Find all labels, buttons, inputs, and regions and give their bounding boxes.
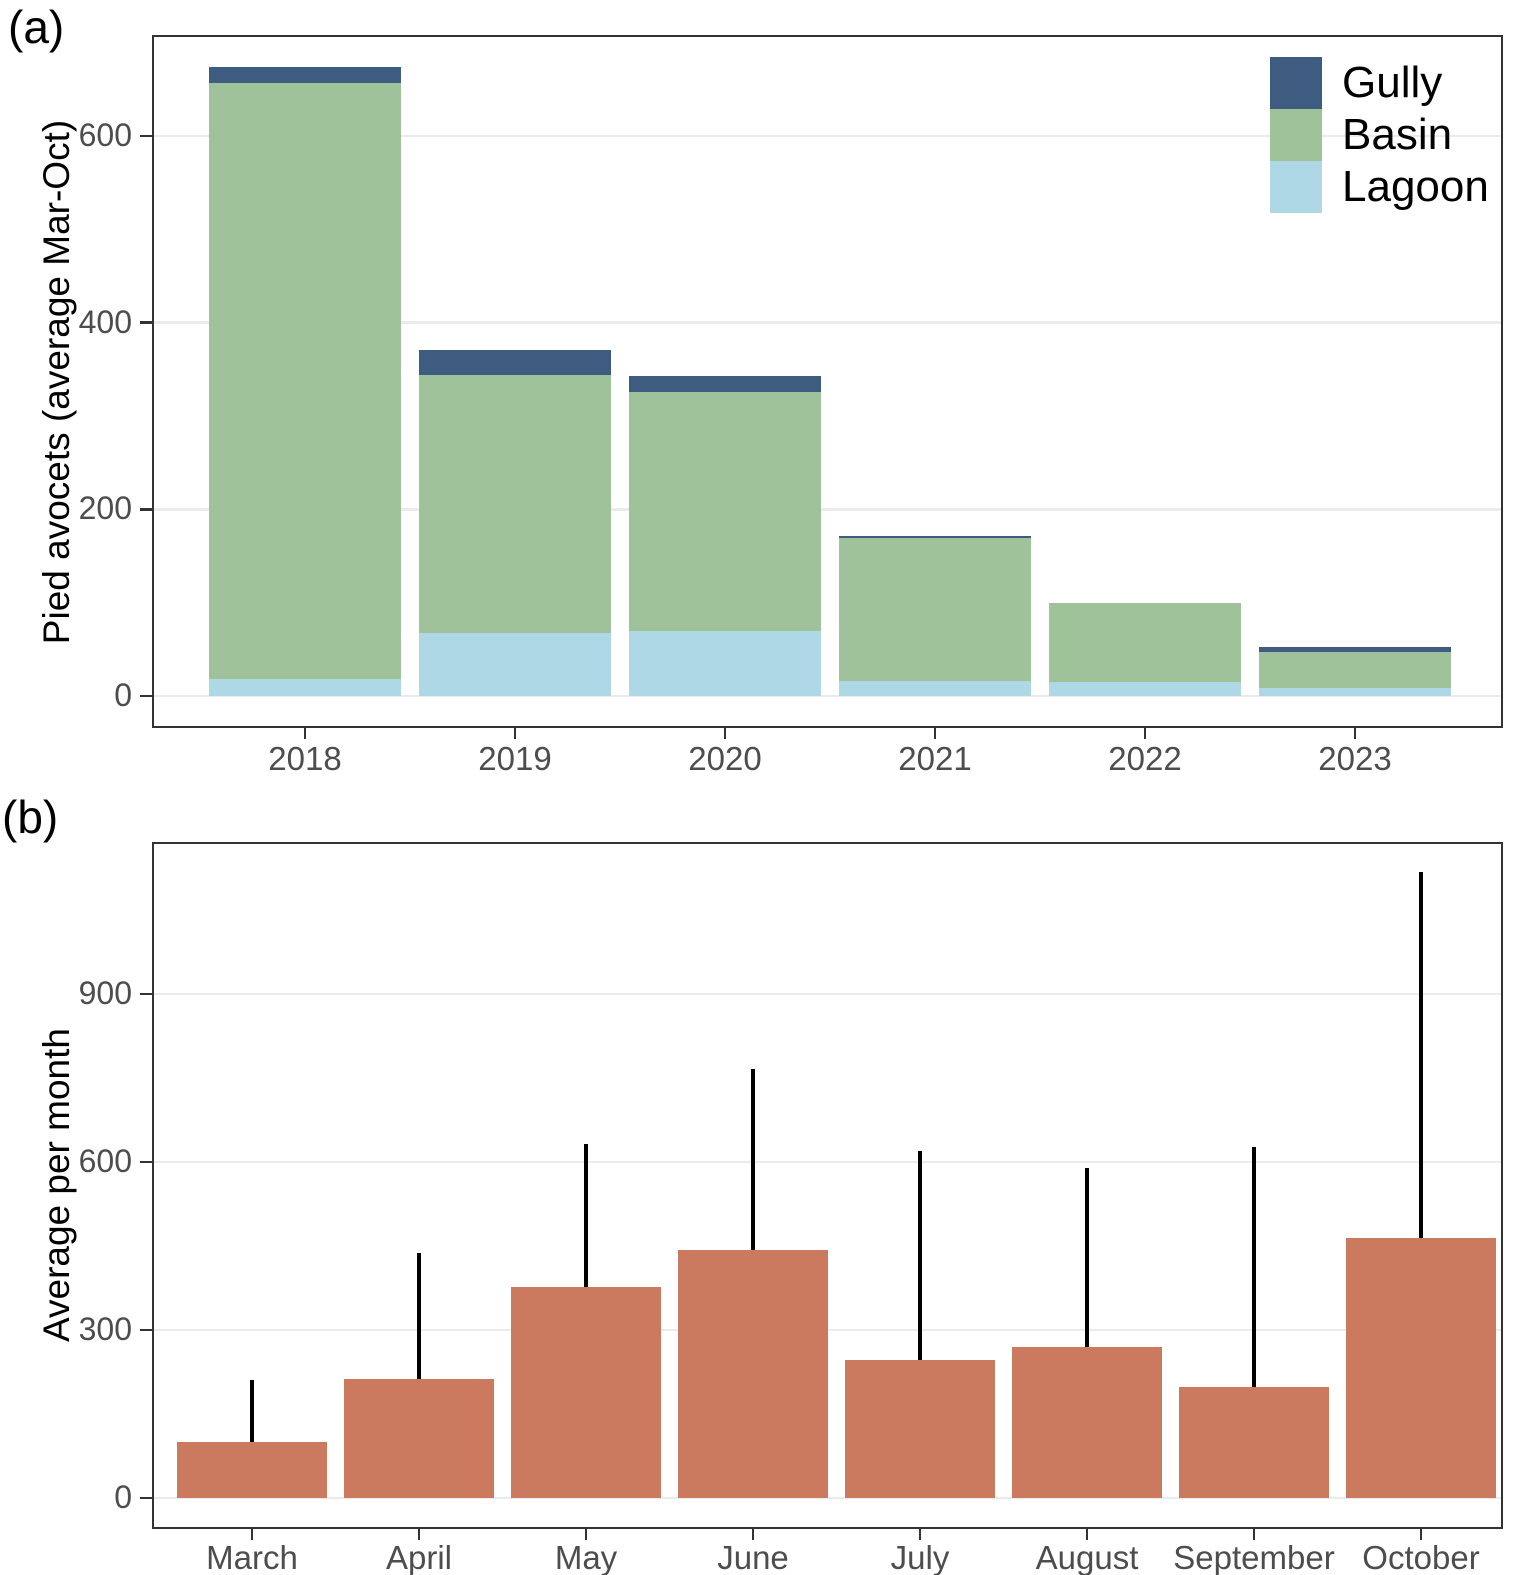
y-tick-mark	[140, 134, 152, 138]
x-tick-mark	[250, 1529, 254, 1540]
y-tick-mark	[140, 508, 152, 511]
x-tick-mark	[584, 1529, 588, 1540]
y-tick-mark	[140, 992, 152, 996]
x-tick-label-2019: 2019	[478, 740, 552, 777]
y-tick-mark	[140, 1160, 152, 1164]
bar-2019-gully	[419, 349, 611, 375]
bar-august	[1012, 1346, 1162, 1498]
x-tick-mark	[1143, 728, 1147, 739]
panel-b-label: (b)	[2, 791, 59, 843]
y-tick-mark	[140, 1496, 152, 1500]
y-tick-label-600: 600	[78, 1143, 132, 1179]
gridline	[154, 694, 1501, 698]
error-bar-march	[250, 1379, 254, 1442]
x-tick-label-may: May	[554, 1539, 618, 1575]
legend-label-lagoon: Lagoon	[1342, 162, 1489, 211]
error-bar-august	[1085, 1168, 1089, 1347]
legend: Gully Basin Lagoon	[1270, 57, 1489, 213]
y-tick-label-200: 200	[78, 490, 132, 527]
gridline	[154, 134, 1501, 138]
x-tick-mark	[417, 1529, 421, 1540]
x-tick-label-august: August	[1035, 1539, 1139, 1575]
x-tick-label-april: April	[385, 1539, 453, 1575]
x-tick-mark	[1419, 1529, 1423, 1540]
legend-swatch-lagoon	[1270, 161, 1322, 213]
y-tick-mark	[140, 321, 152, 324]
error-bar-may	[584, 1144, 588, 1287]
y-tick-mark	[140, 694, 152, 698]
x-tick-mark	[1252, 1529, 1256, 1540]
gridline	[154, 321, 1501, 324]
x-tick-mark	[303, 728, 307, 739]
legend-swatch-gully	[1270, 57, 1322, 109]
error-bar-september	[1252, 1146, 1256, 1388]
bar-2023-basin	[1259, 652, 1451, 688]
x-tick-label-june: June	[717, 1539, 789, 1575]
gridline	[154, 992, 1501, 996]
legend-item-basin: Basin	[1270, 109, 1489, 161]
legend-label-gully: Gully	[1342, 58, 1443, 107]
bar-2020-gully	[629, 375, 821, 392]
bar-2018-basin	[209, 82, 401, 680]
bar-july	[845, 1359, 995, 1498]
x-tick-label-july: July	[890, 1539, 950, 1575]
x-tick-mark	[1085, 1529, 1089, 1540]
y-tick-label-900: 900	[78, 975, 132, 1011]
legend-item-gully: Gully	[1270, 57, 1489, 109]
error-bar-july	[918, 1150, 922, 1360]
y-tick-label-400: 400	[78, 303, 132, 340]
bar-2023-lagoon	[1259, 687, 1451, 696]
x-tick-label-march: March	[206, 1539, 298, 1575]
bar-june	[678, 1249, 828, 1498]
y-tick-label-600: 600	[78, 116, 132, 153]
x-tick-mark	[751, 1529, 755, 1540]
gridline	[154, 1160, 1501, 1164]
bar-march	[177, 1442, 327, 1498]
legend-swatch-basin	[1270, 109, 1322, 161]
x-tick-mark	[933, 728, 937, 739]
bar-may	[511, 1286, 661, 1498]
x-tick-label-september: September	[1173, 1539, 1335, 1575]
x-tick-label-october: October	[1362, 1539, 1480, 1575]
y-tick-mark	[140, 1328, 152, 1332]
x-tick-mark	[1353, 728, 1357, 739]
bar-2018-gully	[209, 66, 401, 83]
x-tick-label-2023: 2023	[1318, 740, 1392, 777]
x-tick-mark	[723, 728, 727, 739]
legend-item-lagoon: Lagoon	[1270, 161, 1489, 213]
x-tick-mark	[513, 728, 517, 739]
panel-a-label: (a)	[8, 1, 65, 53]
error-bar-april	[417, 1252, 421, 1380]
bar-2019-basin	[419, 374, 611, 634]
bar-2023-gully	[1259, 646, 1451, 653]
bar-2022-basin	[1049, 602, 1241, 682]
x-tick-label-2021: 2021	[898, 740, 972, 777]
bar-2022-lagoon	[1049, 681, 1241, 696]
bar-april	[344, 1379, 494, 1498]
legend-label-basin: Basin	[1342, 110, 1453, 159]
bar-september	[1179, 1387, 1329, 1498]
bar-2021-basin	[839, 538, 1031, 682]
y-tick-label-0: 0	[114, 1479, 132, 1515]
gridline	[154, 508, 1501, 511]
x-tick-label-2018: 2018	[268, 740, 342, 777]
bar-october	[1346, 1238, 1496, 1498]
bar-2021-lagoon	[839, 681, 1031, 696]
x-tick-mark	[918, 1529, 922, 1540]
x-tick-label-2020: 2020	[688, 740, 762, 777]
y-tick-label-0: 0	[114, 677, 132, 713]
error-bar-june	[751, 1069, 755, 1250]
gridline	[154, 1496, 1501, 1500]
bar-2021-gully	[839, 536, 1031, 539]
y-tick-label-300: 300	[78, 1311, 132, 1347]
x-tick-label-2022: 2022	[1108, 740, 1182, 777]
bar-2020-basin	[629, 391, 821, 631]
error-bar-october	[1419, 871, 1423, 1239]
bar-2019-lagoon	[419, 633, 611, 696]
bar-2020-lagoon	[629, 630, 821, 696]
bar-2018-lagoon	[209, 679, 401, 696]
